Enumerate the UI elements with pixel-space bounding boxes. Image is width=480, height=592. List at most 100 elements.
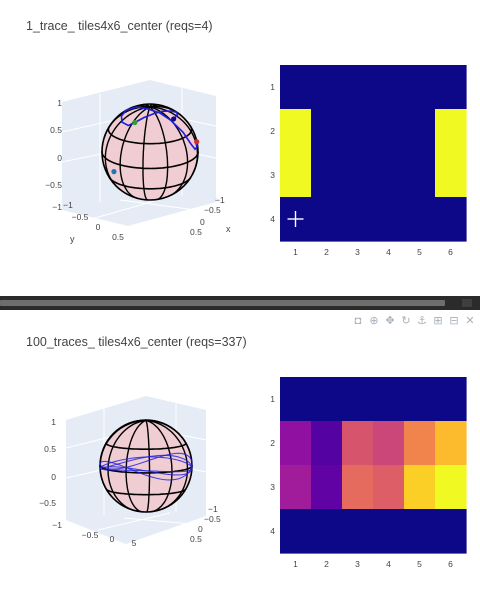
heatmap-cell [435, 465, 467, 510]
y-tick-label: 1 [270, 394, 275, 404]
trace-line [99, 456, 193, 473]
trace-line [99, 454, 193, 476]
heatmap-cell [404, 109, 436, 154]
heatmap-cell [435, 377, 467, 422]
y-tick-label: 1 [270, 82, 275, 92]
sphere-meridian [107, 419, 158, 512]
sphere-meridian [125, 419, 151, 513]
heatmap-cell [311, 65, 343, 110]
panel-2-title: 100_traces_ tiles4x6_center (reqs=337) [26, 335, 247, 349]
heatmap-cell [342, 153, 374, 198]
heatmap-cell [373, 421, 405, 466]
x-tick-label: −1 [208, 504, 218, 514]
x-tick-label: 0 [198, 524, 203, 534]
scene-floor [66, 510, 206, 544]
heatmap-cell [280, 509, 312, 554]
heatmap-plot-2[interactable]: 1 2 3 4 5 6 1 2 3 4 [270, 372, 470, 592]
trace-marker [132, 119, 138, 126]
x-tick-label: 1 [293, 247, 298, 257]
panel-1: 1_trace_ tiles4x6_center (reqs=4) 1 0.5 0−… [26, 19, 470, 286]
orbit-icon[interactable]: ⚓ [417, 315, 427, 327]
heatmap-cell [373, 509, 405, 554]
x-tick-label: 0 [200, 217, 205, 227]
heatmap-cell [311, 509, 343, 554]
trace-line [99, 452, 193, 481]
sphere-meridian [145, 419, 151, 513]
heatmap-cell [435, 197, 467, 242]
trace-marker [194, 139, 200, 145]
heatmap-cell [342, 109, 374, 154]
scene-grid-line [97, 512, 171, 531]
y-tick-label: 3 [270, 170, 275, 180]
z-tick-label: −0.5 [45, 180, 62, 190]
sphere-meridian [104, 105, 184, 192]
y-axis-label: y [70, 234, 75, 244]
heatmap-cell [404, 377, 436, 422]
y-tick-label: −0.5 [82, 530, 99, 540]
x-axis-label: x [226, 224, 231, 234]
heatmap-cell [280, 377, 312, 422]
y-tick-label: 4 [270, 526, 275, 536]
heatmap-cell [342, 509, 374, 554]
heatmap-cell [311, 421, 343, 466]
scrollbar-button[interactable] [462, 299, 472, 307]
x-tick-label: 0.5 [190, 227, 202, 237]
z-tick-label: 0 [51, 472, 56, 482]
heatmap-cell [311, 377, 343, 422]
x-tick-label: 4 [386, 247, 391, 257]
heatmap-cell [342, 377, 374, 422]
heatmap-cell [404, 65, 436, 110]
heatmap-cell [404, 465, 436, 510]
heatmap-cell [373, 377, 405, 422]
x-tick-label: 6 [448, 559, 453, 569]
panel-1-title: 1_trace_ tiles4x6_center (reqs=4) [26, 19, 213, 33]
zoom-in-icon[interactable]: ⊞ [433, 315, 443, 327]
heatmap-cell [280, 153, 312, 198]
heatmap-cell [280, 421, 312, 466]
scrollbar-thumb[interactable] [0, 300, 445, 306]
sphere-meridian [99, 419, 192, 498]
z-tick-label: 1 [51, 417, 56, 427]
camera-icon[interactable]: ◘ [354, 315, 362, 327]
x-tick-label: −0.5 [204, 514, 221, 524]
heatmap-cell [280, 465, 312, 510]
y-tick-label: 3 [270, 482, 275, 492]
heatmap-cell [404, 509, 436, 554]
z-tick-label: −0.5 [39, 498, 56, 508]
heatmap-cell [435, 421, 467, 466]
x-tick-label: 4 [386, 559, 391, 569]
heatmap-cell [311, 109, 343, 154]
panel-2: 100_traces_ tiles4x6_center (reqs=337) 1… [0, 310, 480, 588]
heatmap-cell [280, 65, 312, 110]
heatmap-plot-1[interactable]: 1 2 3 4 5 6 1 2 3 4 [270, 56, 470, 286]
sphere-plot-2[interactable]: 10.50−0.5−1−1−0.500.5−0.5 0 5 [0, 360, 270, 590]
heatmap-cell [435, 65, 467, 110]
scene-grid-line [119, 199, 197, 211]
z-tick-label: −1 [52, 202, 62, 212]
y-tick-label: 0 [96, 222, 101, 232]
pan-icon[interactable]: ✥ [385, 315, 395, 327]
scene-floor [62, 190, 216, 226]
z-tick-label: 0 [57, 153, 62, 163]
sphere-meridian [140, 419, 173, 513]
zoom-icon[interactable]: ⊕ [369, 315, 379, 327]
x-tick-label: 3 [355, 247, 360, 257]
trace-marker [171, 116, 177, 122]
z-tick-label: 1 [57, 98, 62, 108]
heatmap-cell [435, 109, 467, 154]
heatmap-cell [311, 465, 343, 510]
reset-icon[interactable]: ✕ [465, 315, 475, 327]
heatmap-cell [311, 153, 343, 198]
x-tick-label: 3 [355, 559, 360, 569]
x-tick-label: 2 [324, 559, 329, 569]
heatmap-cell [435, 509, 467, 554]
x-tick-label: 6 [448, 247, 453, 257]
heatmap-cell [404, 421, 436, 466]
rotate-icon[interactable]: ↻ [401, 315, 411, 327]
zoom-out-icon[interactable]: ⊟ [449, 315, 459, 327]
x-tick-label: 1 [293, 559, 298, 569]
sphere-plot-1[interactable]: 10.50−0.5−1−1−0.500.5−1−0.500.5xy [0, 40, 260, 300]
x-tick-label: −1 [215, 195, 225, 205]
y-tick-label: 2 [270, 438, 275, 448]
y-tick-label: −0.5 [72, 212, 89, 222]
